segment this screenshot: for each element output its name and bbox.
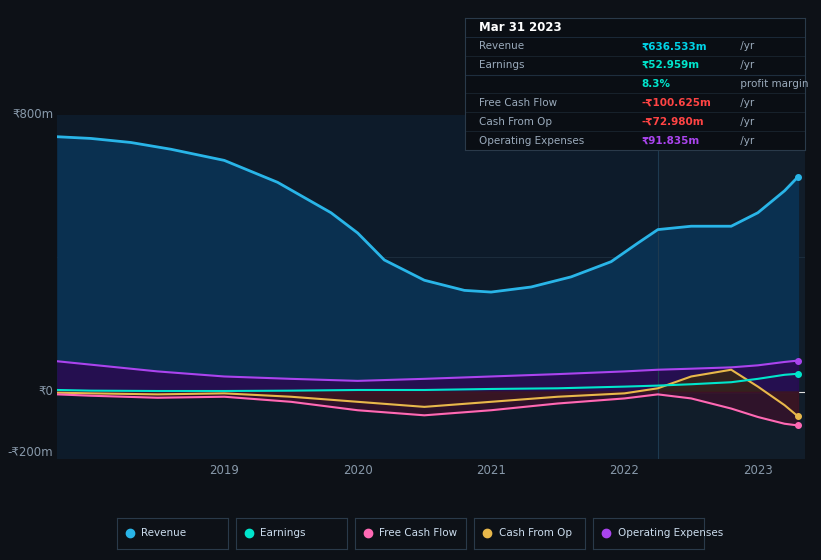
Text: Free Cash Flow: Free Cash Flow (379, 529, 457, 538)
Text: -₹100.625m: -₹100.625m (642, 98, 712, 108)
Text: ₹800m: ₹800m (12, 108, 53, 122)
Text: Revenue: Revenue (479, 41, 524, 52)
Text: Revenue: Revenue (141, 529, 186, 538)
Text: /yr: /yr (737, 60, 754, 70)
Text: Operating Expenses: Operating Expenses (617, 529, 722, 538)
Text: Earnings: Earnings (260, 529, 306, 538)
Bar (658, 115, 805, 459)
Text: /yr: /yr (737, 41, 754, 52)
Text: ₹0: ₹0 (39, 385, 53, 398)
Text: /yr: /yr (737, 98, 754, 108)
Text: /yr: /yr (737, 116, 754, 127)
Text: 8.3%: 8.3% (642, 79, 671, 89)
Text: Free Cash Flow: Free Cash Flow (479, 98, 557, 108)
Text: profit margin: profit margin (737, 79, 809, 89)
Text: -₹200m: -₹200m (7, 446, 53, 459)
Text: Earnings: Earnings (479, 60, 524, 70)
Text: Cash From Op: Cash From Op (498, 529, 571, 538)
Text: Mar 31 2023: Mar 31 2023 (479, 21, 562, 34)
Text: ₹636.533m: ₹636.533m (642, 41, 708, 52)
Text: Operating Expenses: Operating Expenses (479, 136, 584, 146)
Text: ₹91.835m: ₹91.835m (642, 136, 700, 146)
Text: ₹52.959m: ₹52.959m (642, 60, 700, 70)
Text: -₹72.980m: -₹72.980m (642, 116, 704, 127)
Text: /yr: /yr (737, 136, 754, 146)
Text: Cash From Op: Cash From Op (479, 116, 552, 127)
